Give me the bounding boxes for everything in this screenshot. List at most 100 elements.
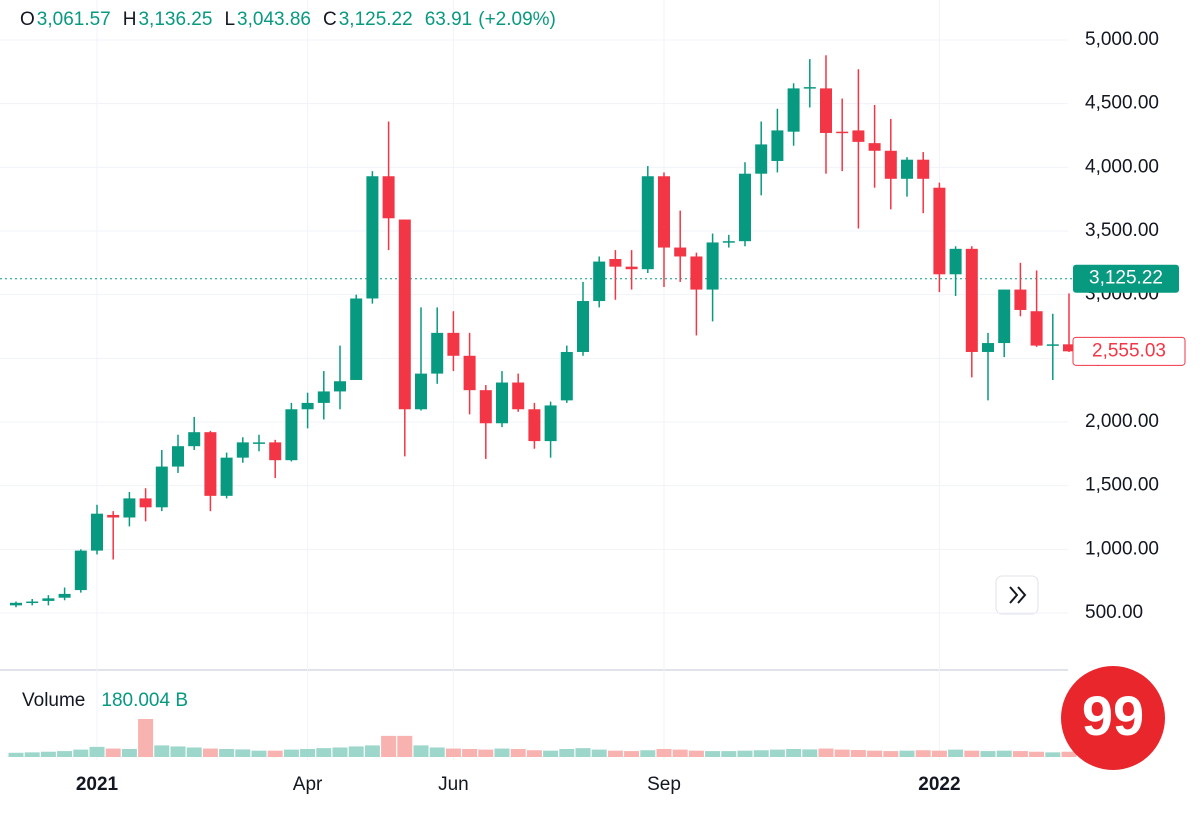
volume-bar [348, 746, 364, 757]
candle-body [479, 390, 492, 424]
volume-bar [186, 747, 202, 757]
ohlc-key: O [20, 9, 35, 30]
candle-body [350, 298, 363, 380]
candle-body [382, 176, 395, 219]
volume-bar [672, 749, 688, 757]
volume-bar [445, 748, 461, 757]
candle-body [933, 187, 946, 275]
volume-bar [40, 751, 56, 757]
candle-body [236, 442, 249, 458]
volume-bar [413, 745, 429, 757]
candle-body [739, 173, 751, 242]
candle-body [58, 593, 71, 598]
candle-body [560, 351, 573, 401]
candle-body [1063, 344, 1075, 352]
x-tick-label: Apr [293, 774, 323, 795]
close-label: 2,555.03 [1092, 340, 1166, 361]
candle-body [722, 241, 735, 243]
volume-bar [1029, 751, 1045, 757]
volume-bar [802, 749, 818, 757]
candle-body [836, 131, 849, 134]
last-price-box [1073, 264, 1179, 293]
candle-body [528, 409, 541, 442]
candle-body [220, 457, 233, 496]
candle-body [26, 601, 39, 604]
volume-bar [834, 749, 850, 757]
volume-bar [721, 751, 737, 757]
candle-body [803, 87, 816, 89]
candle-body [447, 332, 460, 356]
candle-body [139, 498, 152, 508]
volume-bar [429, 747, 445, 757]
y-tick-label: 4,500.00 [1085, 93, 1159, 114]
candle-body [285, 409, 298, 461]
candle-body [42, 598, 55, 601]
candle-body [820, 88, 832, 133]
candle-body [1030, 311, 1043, 346]
scroll-button[interactable] [995, 575, 1039, 615]
close-box [1072, 336, 1186, 366]
y-tick-label: 2,000.00 [1085, 411, 1159, 432]
ohlc-value: 3,043.86 [237, 9, 311, 30]
volume-bar [705, 751, 721, 757]
volume-bar [964, 750, 980, 757]
change: 63.91 [425, 9, 473, 30]
volume-title: Volume [22, 690, 85, 711]
ohlc-key: C [323, 9, 337, 30]
candle-body [123, 498, 136, 518]
volume-bar [316, 748, 332, 757]
volume-bar [883, 751, 899, 757]
volume-bar [397, 735, 413, 757]
candle-body [172, 446, 184, 467]
volume-bar [640, 750, 656, 757]
change-pct: (+2.09%) [478, 9, 556, 30]
x-tick-label: 2021 [76, 774, 119, 795]
candle-body [868, 143, 881, 151]
volume-bar [138, 719, 154, 757]
volume-bar [1012, 751, 1028, 757]
candle-body [641, 176, 654, 270]
last-price-label: 3,125.22 [1089, 268, 1163, 289]
volume-bar [737, 750, 753, 757]
volume-bar [121, 748, 137, 757]
volume-bar [170, 746, 186, 757]
candle-body [706, 242, 719, 290]
candle-body [155, 466, 168, 508]
candle-body [658, 176, 670, 248]
candle-body [366, 176, 379, 299]
candle-body [852, 130, 865, 142]
volume-bar [24, 752, 40, 757]
volume-bar [364, 745, 380, 757]
y-tick-label: 4,000.00 [1085, 156, 1159, 177]
volume-bar [624, 751, 640, 757]
ohlc-value: 3,136.25 [138, 9, 212, 30]
x-tick-label: 2022 [918, 774, 960, 795]
candle-body [1014, 289, 1027, 310]
volume-bar [915, 750, 931, 757]
candle-body [609, 259, 622, 267]
candle-body [74, 550, 87, 591]
candle-body [334, 381, 346, 392]
volume-bar [494, 748, 510, 757]
candle-body [917, 159, 930, 179]
candle-body [512, 382, 525, 410]
volume-bar [267, 750, 283, 757]
scroll-icon[interactable] [1009, 586, 1027, 604]
candle-body [965, 248, 978, 352]
volume-bar [462, 748, 478, 757]
volume-bar [154, 745, 170, 757]
candle-body [1046, 344, 1059, 346]
volume-bar [332, 747, 348, 757]
volume-bar [526, 750, 542, 757]
volume-bar [818, 748, 834, 757]
candle-body [787, 88, 800, 132]
volume-bar [591, 749, 607, 757]
volume-bar [202, 748, 218, 757]
candle-body [593, 261, 606, 302]
volume-bar [769, 749, 785, 757]
candle-body [301, 402, 314, 410]
volume-bar [381, 735, 397, 757]
candle-body [949, 248, 962, 275]
volume-bar [219, 748, 235, 757]
